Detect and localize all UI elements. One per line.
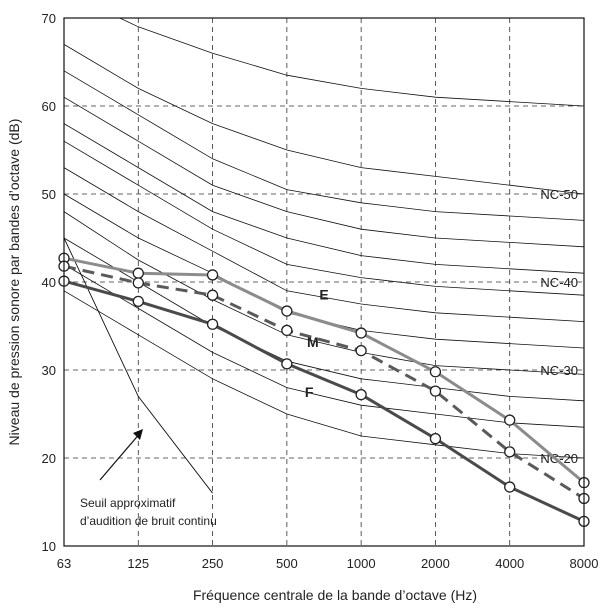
- nc-curve: [118, 18, 584, 107]
- series-label-f: F: [305, 384, 314, 400]
- nc-curve: [64, 211, 584, 375]
- annotation-line-2: d’audition de bruit continu: [80, 514, 217, 528]
- y-tick-label: 70: [42, 11, 56, 26]
- nc-curve: [64, 44, 584, 195]
- series-label-m: M: [307, 334, 319, 350]
- nc-curve: [64, 140, 584, 296]
- data-point-e: [355, 327, 367, 339]
- nc-curve-label: NC-20: [540, 451, 578, 466]
- x-tick-label: 500: [276, 556, 298, 571]
- data-point-m: [429, 385, 442, 397]
- nc-curve: [64, 167, 584, 322]
- nc-curve: [64, 70, 584, 221]
- data-point-e: [504, 414, 516, 426]
- nc-curve: [64, 290, 584, 459]
- y-tick-label: 20: [42, 451, 56, 466]
- nc-curve: [64, 264, 584, 428]
- data-point-m: [281, 324, 293, 337]
- annotation-arrow: [99, 431, 142, 481]
- threshold-annotation: Seuil approximatif d’audition de bruit c…: [80, 429, 217, 528]
- x-tick-label: 250: [202, 556, 224, 571]
- x-tick-label: 8000: [570, 556, 599, 571]
- nc-curve-label: NC-40: [540, 275, 578, 290]
- y-tick-label: 30: [42, 363, 56, 378]
- series-line-e: [63, 256, 585, 484]
- annotation-line-1: Seuil approximatif: [80, 496, 176, 510]
- series-line-m: [63, 264, 585, 500]
- plot-border: [63, 17, 585, 547]
- plot-frame: [63, 17, 585, 547]
- nc-curve: [64, 237, 584, 402]
- hearing-threshold-curve: [64, 237, 213, 494]
- data-point-e: [132, 267, 144, 279]
- data-point-f: [132, 295, 144, 308]
- data-point-m: [206, 289, 219, 301]
- y-tick-label: 60: [42, 99, 56, 114]
- data-point-e: [429, 366, 442, 378]
- series-lines: E M F: [58, 252, 590, 528]
- tick-labels: 10 20 30 40 50 60 70 63 125 250 500 1000 2000 4000 800…: [42, 11, 599, 571]
- x-axis-title: Fréquence centrale de la bande d’octave …: [193, 587, 477, 603]
- nc-curve-label: NC-50: [540, 187, 578, 202]
- y-tick-label: 10: [42, 539, 56, 554]
- y-tick-label: 40: [42, 275, 56, 290]
- data-point-f: [355, 388, 367, 401]
- x-tick-label: 2000: [421, 556, 450, 571]
- annotation-arrowhead: [133, 429, 143, 440]
- x-tick-label: 4000: [495, 556, 524, 571]
- nc-curve-label: NC-30: [540, 363, 578, 378]
- series-label-e: E: [319, 286, 328, 302]
- x-tick-label: 125: [127, 556, 149, 571]
- data-point-f: [504, 481, 516, 493]
- data-point-m: [355, 344, 367, 357]
- data-point-f: [429, 432, 442, 445]
- x-tick-label: 1000: [347, 556, 376, 571]
- series-line-f: [63, 279, 585, 523]
- data-point-m: [132, 277, 144, 289]
- data-point-e: [206, 269, 219, 281]
- nc-curve: [64, 123, 584, 274]
- nc-curve: [64, 96, 584, 248]
- x-tick-label: 63: [57, 556, 71, 571]
- y-tick-label: 50: [42, 187, 56, 202]
- y-axis-title: Niveau de pression sonore par bandes d’o…: [6, 119, 22, 446]
- data-point-m: [504, 446, 516, 458]
- data-point-f: [281, 358, 293, 370]
- data-point-e: [281, 305, 293, 317]
- data-point-f: [206, 318, 219, 330]
